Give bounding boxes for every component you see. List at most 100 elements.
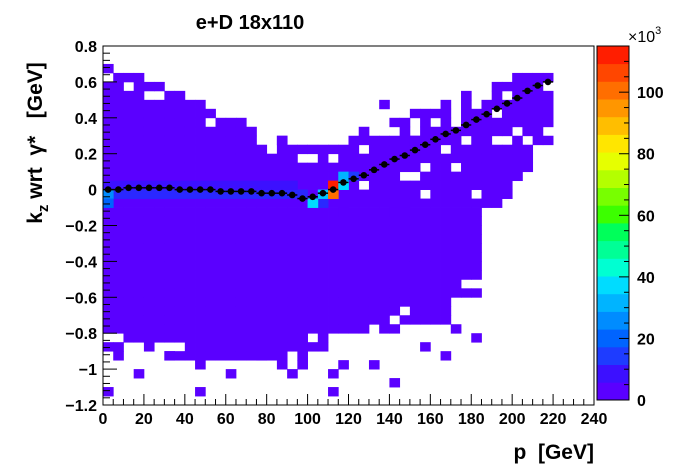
heatmap-cell xyxy=(215,342,227,352)
heatmap-cell xyxy=(184,126,196,137)
heatmap-cell xyxy=(276,333,288,343)
heatmap-cell xyxy=(154,252,165,262)
y-axis-label-rest: wrt γ* [GeV] xyxy=(24,62,47,204)
heatmap-cell xyxy=(235,306,247,316)
heatmap-cell xyxy=(123,315,135,325)
heatmap-cell xyxy=(358,261,370,271)
heatmap-cell xyxy=(522,108,534,119)
heatmap-cell xyxy=(113,288,124,298)
heatmap-cell xyxy=(389,180,401,190)
heatmap-cell xyxy=(246,297,257,307)
heatmap-cell xyxy=(123,234,135,244)
heatmap-cell xyxy=(379,189,390,199)
heatmap-cell xyxy=(225,315,237,325)
heatmap-cell xyxy=(328,216,339,226)
heatmap-cell xyxy=(164,126,176,137)
heatmap-cell xyxy=(409,252,421,262)
heatmap-cell xyxy=(205,225,216,235)
heatmap-cell xyxy=(430,315,441,325)
heatmap-cell xyxy=(420,198,431,208)
heatmap-cell xyxy=(328,261,339,271)
heatmap-cell xyxy=(358,126,370,137)
heatmap-cell xyxy=(266,162,278,173)
heatmap-cell xyxy=(409,279,421,289)
heatmap-cell xyxy=(358,162,370,173)
heatmap-cell xyxy=(522,81,534,92)
color-scale-swatch xyxy=(597,169,629,188)
heatmap-cell xyxy=(481,126,493,137)
heatmap-cell xyxy=(266,153,278,164)
heatmap-cell xyxy=(379,324,390,334)
heatmap-cell xyxy=(174,261,186,271)
heatmap-cell xyxy=(461,198,472,208)
heatmap-cell xyxy=(225,162,237,173)
heatmap-cell xyxy=(184,135,196,146)
heatmap-cell xyxy=(379,306,390,316)
heatmap-cell xyxy=(461,270,472,280)
heatmap-cell xyxy=(522,153,534,164)
color-scale-multiplier-base: ×10 xyxy=(628,29,655,46)
heatmap-cell xyxy=(246,243,257,253)
heatmap-cell xyxy=(348,306,360,316)
heatmap-cell xyxy=(348,315,360,325)
heatmap-cell xyxy=(389,171,401,182)
heatmap-cell xyxy=(338,225,349,235)
heatmap-cell xyxy=(430,171,441,182)
heatmap-cell xyxy=(379,171,390,182)
heatmap-cell xyxy=(205,252,216,262)
heatmap-cell xyxy=(297,234,308,244)
heatmap-cell xyxy=(440,153,452,164)
heatmap-cell xyxy=(420,315,431,325)
heatmap-cell xyxy=(133,135,145,146)
heatmap-cell xyxy=(184,306,196,316)
heatmap-cell xyxy=(246,315,257,325)
profile-point xyxy=(473,116,480,123)
heatmap-cell xyxy=(154,324,165,334)
heatmap-cell xyxy=(174,153,186,164)
heatmap-cell xyxy=(225,216,237,226)
heatmap-cell xyxy=(205,198,216,208)
heatmap-cell xyxy=(512,153,523,164)
profile-point xyxy=(370,166,378,174)
heatmap-cell xyxy=(103,63,114,74)
heatmap-cell xyxy=(184,171,196,182)
heatmap-cell xyxy=(317,198,329,208)
x-tick-label: 120 xyxy=(335,411,362,428)
heatmap-cell xyxy=(246,306,257,316)
heatmap-cell xyxy=(143,342,155,352)
heatmap-cell xyxy=(235,216,247,226)
heatmap-cell xyxy=(143,153,155,164)
heatmap-cell xyxy=(103,387,114,397)
heatmap-cell xyxy=(297,162,308,173)
heatmap-cell xyxy=(225,207,237,217)
heatmap-cell xyxy=(103,288,114,298)
heatmap-cell xyxy=(113,297,124,307)
heatmap-cell xyxy=(143,126,155,137)
heatmap-cell xyxy=(143,135,155,146)
heatmap-cell xyxy=(174,189,186,199)
heatmap-cell xyxy=(276,270,288,280)
heatmap-cell xyxy=(154,333,165,343)
heatmap-cell xyxy=(246,180,257,190)
color-scale-swatch xyxy=(597,116,629,135)
heatmap-cell xyxy=(491,144,503,155)
heatmap-cell xyxy=(328,252,339,262)
heatmap-cell xyxy=(195,153,206,164)
heatmap-cell xyxy=(348,243,360,253)
heatmap-cell xyxy=(409,306,421,316)
heatmap-cell xyxy=(276,306,288,316)
heatmap-cell xyxy=(103,207,114,217)
heatmap-cell xyxy=(123,279,135,289)
heatmap-cell xyxy=(430,279,441,289)
heatmap-cell xyxy=(317,162,329,173)
heatmap-cell xyxy=(307,270,319,280)
heatmap-cell xyxy=(113,180,124,190)
heatmap-cell xyxy=(164,288,176,298)
heatmap-cell xyxy=(461,243,472,253)
heatmap-cell xyxy=(471,171,482,182)
profile-point xyxy=(401,152,409,159)
y-tick-label: 0.6 xyxy=(75,75,97,92)
heatmap-cell xyxy=(123,144,135,155)
heatmap-cell xyxy=(501,108,513,119)
